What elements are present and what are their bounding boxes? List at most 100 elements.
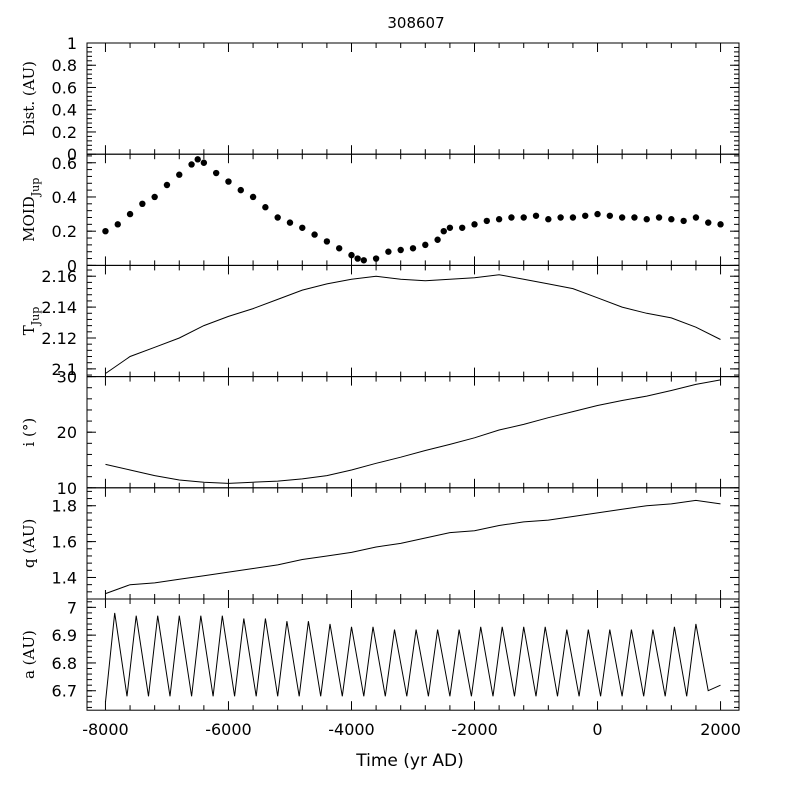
data-point	[422, 241, 429, 249]
y-tick-label: 6.8	[52, 654, 77, 673]
y-tick-label: 0.2	[52, 123, 77, 142]
data-point	[631, 214, 638, 221]
y-tick-label: 20	[57, 423, 77, 442]
data-point	[655, 214, 663, 221]
data-point	[126, 210, 134, 218]
x-tick-label: -6000	[205, 720, 252, 739]
data-point	[151, 193, 158, 201]
y-tick-label: 0	[67, 145, 77, 164]
data-point	[618, 214, 626, 221]
y-tick-label: 0.4	[52, 101, 77, 120]
y-tick-label: 1	[67, 34, 77, 53]
y-tick-label: 2.14	[41, 298, 77, 317]
x-axis-label: Time (yr AD)	[355, 751, 463, 771]
y-axis-label-sub: Jup	[29, 178, 42, 198]
data-point	[360, 257, 367, 264]
data-point	[249, 193, 257, 201]
data-point	[471, 221, 478, 228]
y-axis-label-sub: Jup	[29, 307, 42, 327]
series-line	[105, 499, 721, 595]
data-point	[717, 221, 724, 228]
data-point	[508, 214, 515, 221]
data-point	[557, 214, 564, 221]
y-axis-label: i (°)	[20, 418, 38, 447]
data-point	[194, 156, 201, 163]
data-point	[200, 159, 208, 166]
y-tick-label: 0	[67, 256, 77, 275]
x-tick-label: -2000	[451, 720, 498, 739]
data-point	[188, 161, 195, 168]
panel-a: 6.7 6.8 6.9 7 a (AU)	[20, 598, 740, 711]
y-tick-label: 2.1	[52, 360, 77, 379]
data-point	[643, 216, 650, 223]
panel-frame	[86, 264, 740, 378]
y-tick-label: 0.6	[52, 78, 77, 97]
y-tick-label: 1.4	[52, 568, 77, 587]
data-point	[348, 251, 355, 259]
y-tick-label: 7	[67, 598, 77, 617]
y-tick-label: 0.8	[52, 56, 77, 75]
y-tick-label: 0.4	[52, 188, 77, 207]
data-point	[668, 216, 675, 223]
y-tick-label: 2.16	[41, 267, 77, 286]
y-axis-label: a (AU)	[20, 630, 38, 679]
data-point	[225, 178, 232, 185]
y-tick-label: 1.8	[52, 497, 77, 516]
series-line	[105, 612, 721, 702]
data-point	[434, 236, 441, 243]
data-point	[545, 216, 552, 223]
data-point	[286, 219, 294, 226]
panel-frame	[86, 487, 740, 600]
data-point	[459, 224, 466, 231]
y-tick-label: 10	[57, 479, 77, 498]
data-point	[582, 212, 589, 219]
data-point	[397, 246, 404, 254]
data-point	[335, 245, 343, 252]
x-tick-label: -8000	[82, 720, 129, 739]
y-axis-label: q (AU)	[20, 519, 38, 569]
panel-tjup: 2.1 2.12 2.14 2.16 TJup	[20, 264, 740, 379]
y-tick-label: 6.9	[52, 626, 77, 645]
series-line	[105, 379, 721, 484]
data-point	[446, 224, 454, 231]
data-point	[385, 248, 392, 255]
data-point	[311, 231, 318, 238]
data-point	[569, 214, 577, 221]
data-point	[372, 255, 380, 262]
y-axis-label-main: T	[20, 325, 38, 335]
x-tick-label: 0	[592, 720, 602, 739]
y-tick-label: 0.6	[52, 154, 77, 173]
y-axis-label-main: MOID	[20, 196, 38, 242]
data-point	[114, 221, 121, 228]
data-point	[163, 181, 171, 189]
series-line	[105, 274, 721, 374]
data-point	[495, 216, 503, 223]
panel-moid: 0 0.2 0.4 0.6 MOIDJup	[20, 153, 740, 275]
y-axis-label: Dist. (AU)	[20, 61, 38, 136]
data-point	[212, 169, 220, 177]
data-point	[680, 217, 687, 225]
panel-incl: 10 20 30 i (°)	[20, 368, 740, 498]
chart-title: 308607	[387, 14, 444, 32]
panel-frame	[86, 376, 740, 489]
panel-dist: 0 0.2 0.4 0.6 0.8 1 Dist. (AU)	[20, 34, 740, 164]
x-tick-label: -4000	[328, 720, 375, 739]
data-point	[692, 214, 700, 221]
panel-frame	[86, 598, 740, 711]
y-axis-label: TJup	[20, 307, 42, 336]
data-point	[705, 219, 712, 226]
data-point	[176, 171, 183, 178]
data-point	[354, 255, 361, 262]
data-point	[606, 212, 614, 219]
x-tick-label: 2000	[700, 720, 741, 739]
data-point	[299, 224, 306, 231]
data-point	[323, 238, 331, 245]
data-point	[409, 245, 417, 252]
y-tick-label: 1.6	[52, 533, 77, 552]
data-point	[532, 212, 540, 219]
data-point	[139, 200, 146, 208]
panel-q: 1.4 1.6 1.8 q (AU)	[20, 487, 740, 600]
data-point	[274, 214, 281, 221]
